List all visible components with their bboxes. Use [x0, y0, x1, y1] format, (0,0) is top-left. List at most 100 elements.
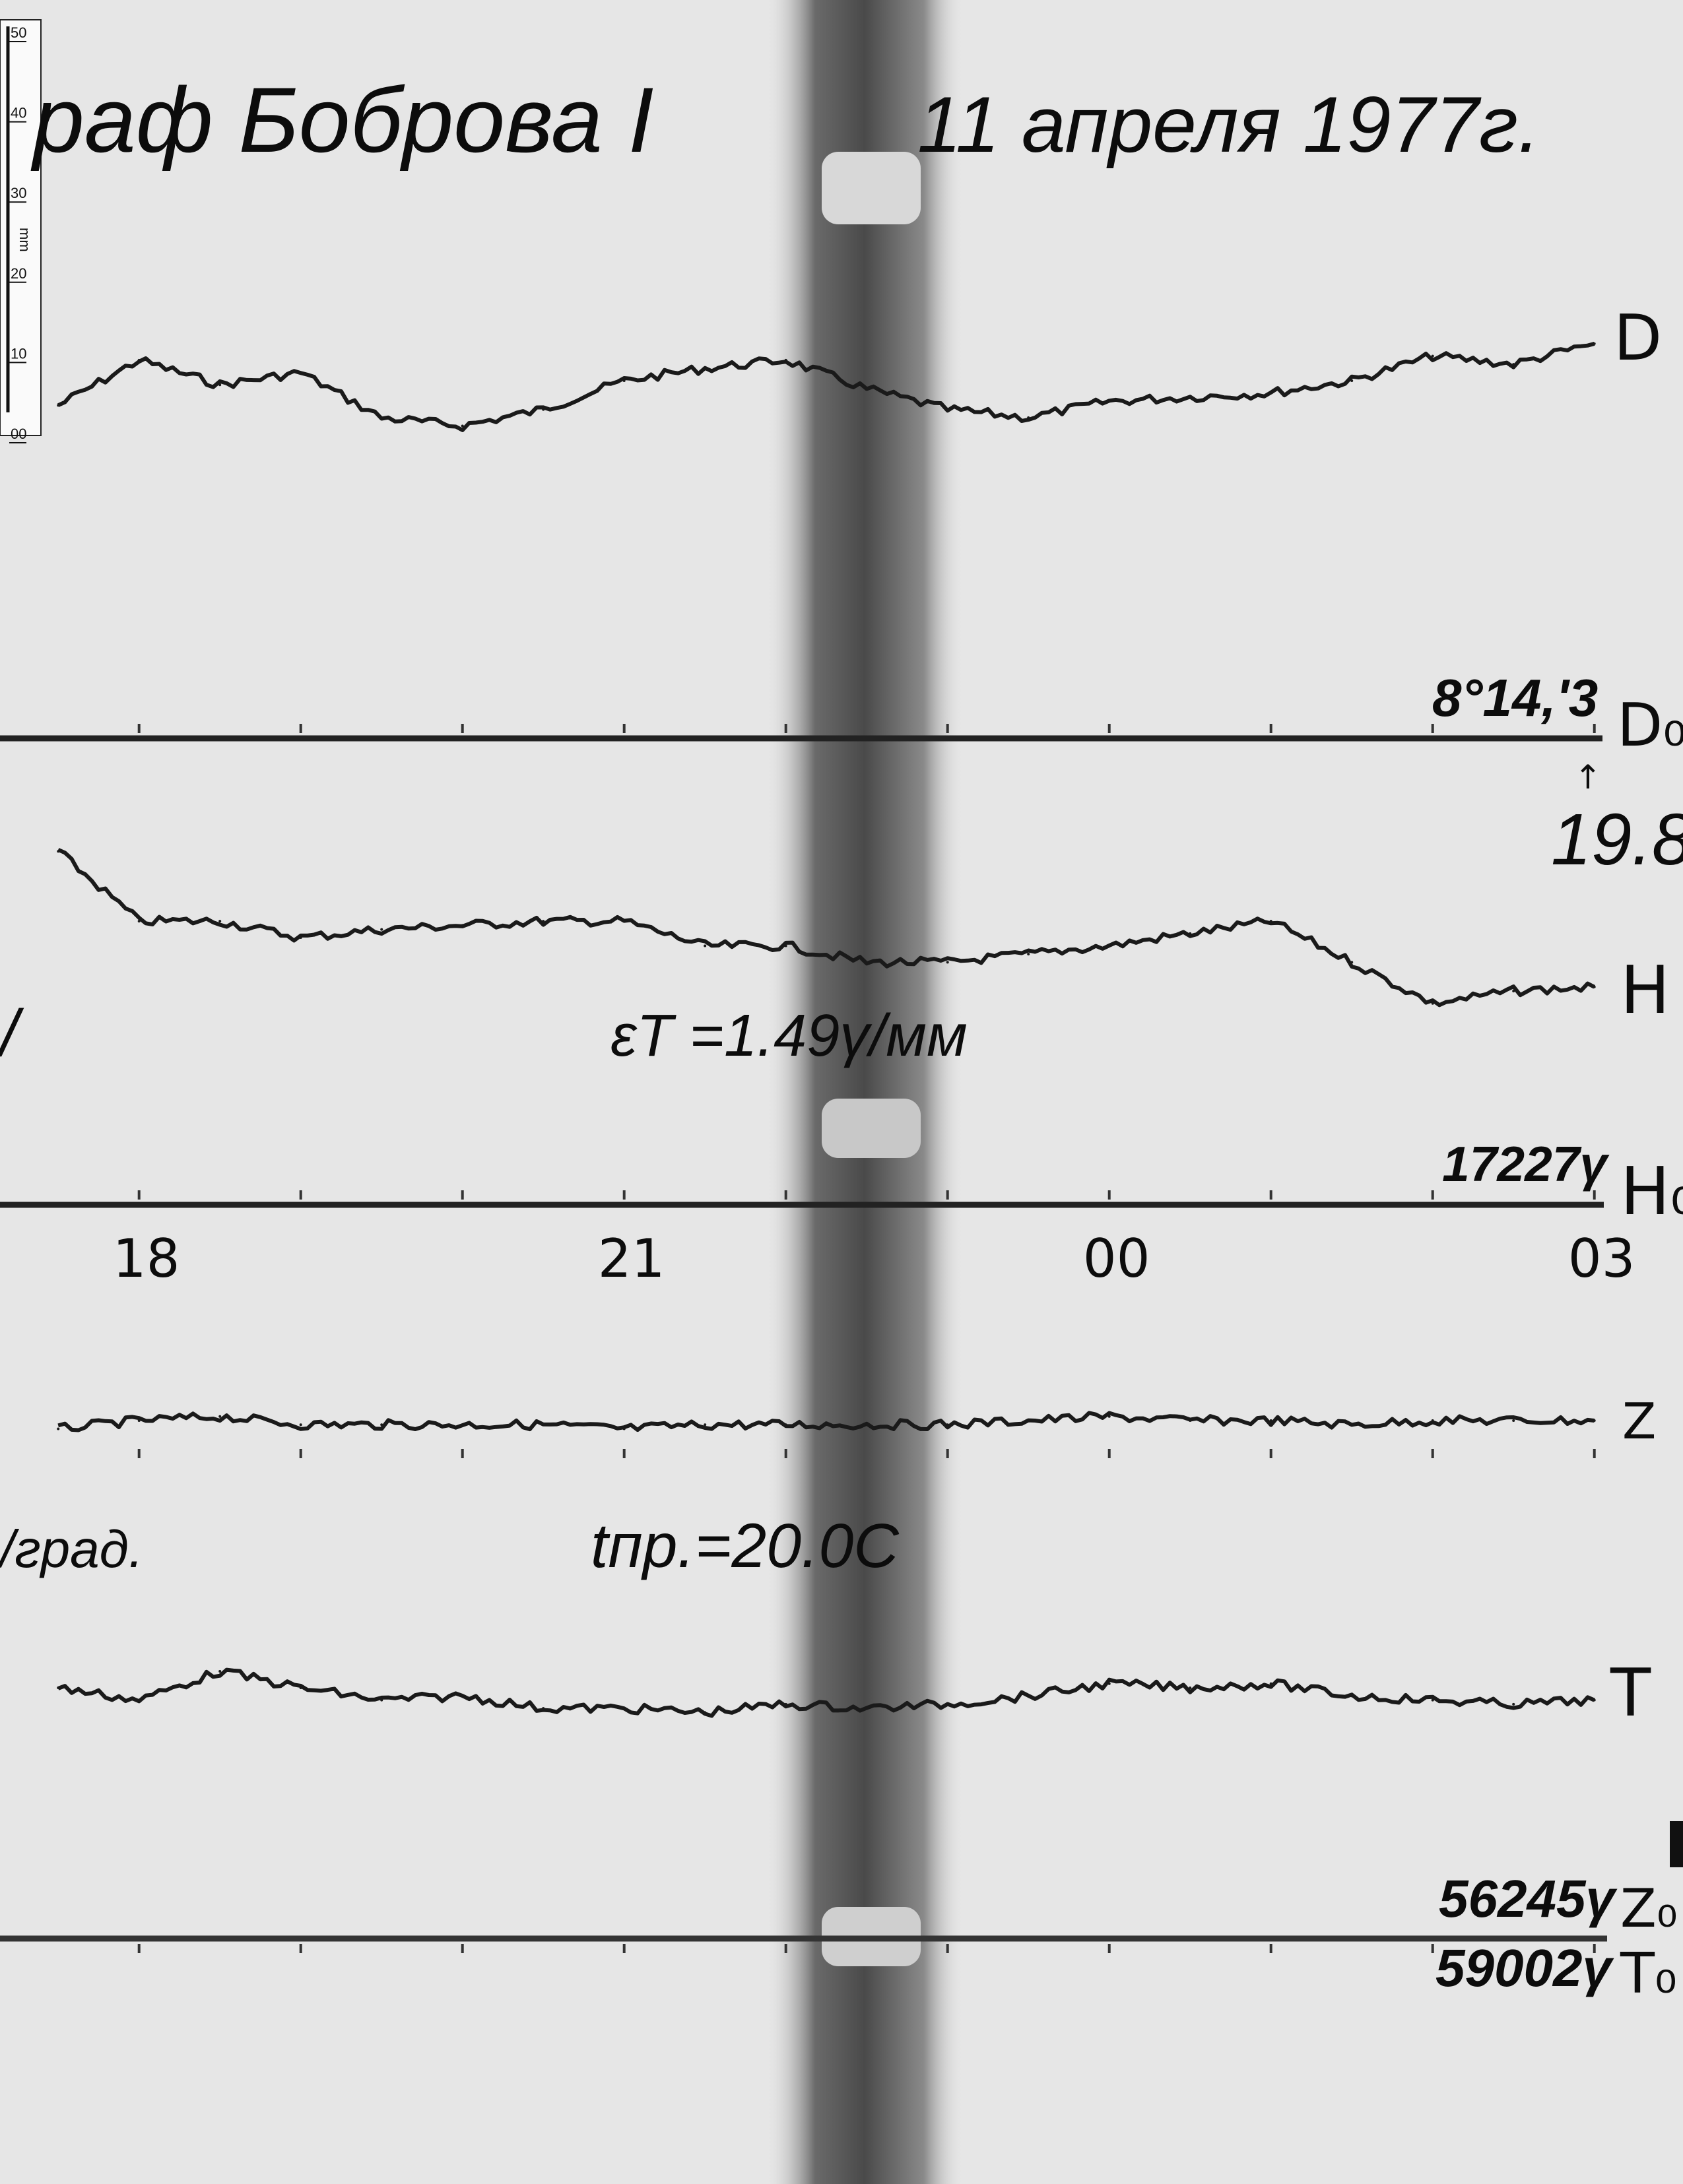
title-instrument: раф Боброва I	[30, 68, 654, 172]
trace-point-t	[622, 1707, 626, 1710]
recording-temperature: tпр.=20.0C	[591, 1511, 900, 1581]
z0-label: Z₀	[1620, 1878, 1678, 1939]
trace-point-z	[218, 1415, 222, 1418]
trace-point-h	[704, 944, 707, 947]
fold-notch	[822, 152, 921, 224]
x-tick-label: 18	[113, 1228, 180, 1289]
trace-point-t	[946, 1702, 949, 1706]
trace-point-h	[461, 924, 464, 927]
trace-point-t	[380, 1698, 383, 1702]
trace-point-d	[865, 387, 869, 391]
trace-point-d	[461, 424, 464, 428]
trace-z	[57, 1411, 1595, 1432]
left-fragment-grad: /град.	[0, 1520, 143, 1578]
h0-label: H₀	[1620, 1153, 1683, 1230]
trace-point-t	[1593, 1698, 1596, 1702]
mm-ruler: 50 40 30 20 10 00 mm	[0, 19, 42, 443]
edge-mark	[1670, 1821, 1683, 1867]
z0-value: 56245γ	[1439, 1869, 1618, 1928]
t-trace-label: T	[1610, 1654, 1651, 1731]
trace-point-t	[542, 1707, 545, 1710]
trace-point-t	[1107, 1682, 1111, 1685]
trace-point-h	[299, 936, 302, 940]
trace-point-z	[137, 1419, 141, 1423]
trace-point-d	[1593, 342, 1596, 345]
trace-point-h	[1512, 990, 1515, 993]
trace-point-h	[622, 920, 626, 923]
trace-point-h	[1027, 952, 1030, 955]
trace-point-t	[1512, 1702, 1515, 1706]
trace-point-t	[1027, 1694, 1030, 1698]
temperature-reading: 19.8C	[1551, 799, 1683, 880]
trace-point-z	[57, 1427, 60, 1430]
z-trace-label: Z	[1622, 1392, 1656, 1450]
scale-value-epsilon: εT =1.49γ/мм	[610, 1003, 968, 1069]
trace-point-t	[1350, 1694, 1354, 1698]
trace-point-z	[1593, 1419, 1596, 1423]
ruler-label: 10	[11, 345, 26, 362]
trace-point-d	[137, 358, 141, 362]
trace-point-t	[137, 1698, 141, 1702]
trace-point-t	[1269, 1682, 1272, 1685]
trace-point-d	[1512, 363, 1515, 366]
ruler-label: 50	[11, 24, 26, 41]
trace-point-t	[299, 1686, 302, 1689]
trace-point-z	[380, 1423, 383, 1427]
trace-point-z	[461, 1423, 464, 1427]
trace-point-t	[461, 1694, 464, 1698]
trace-point-d	[622, 379, 626, 382]
trace-point-h	[946, 961, 949, 964]
trace-t	[57, 1667, 1595, 1718]
trace-point-d	[1269, 391, 1272, 395]
trace-point-d	[57, 404, 60, 407]
trace-point-h	[784, 944, 787, 947]
trace-point-h	[380, 928, 383, 931]
trace-point-d	[784, 358, 787, 362]
trace-point-t	[218, 1670, 222, 1673]
trace-point-d	[299, 371, 302, 374]
trace-point-h	[137, 920, 141, 923]
trace-point-t	[57, 1686, 60, 1689]
trace-point-t	[784, 1702, 787, 1706]
trace-point-z	[299, 1423, 302, 1427]
ruler-label: 00	[11, 426, 26, 442]
trace-point-z	[542, 1423, 545, 1427]
trace-point-h	[1107, 944, 1111, 947]
x-tick-label: 21	[598, 1228, 665, 1289]
fold-shadow	[766, 0, 964, 2184]
trace-point-h	[218, 920, 222, 923]
trace-point-d	[1350, 379, 1354, 382]
ruler-label: 40	[11, 105, 26, 121]
trace-d	[57, 342, 1595, 432]
trace-point-d	[218, 383, 222, 387]
trace-point-t	[1189, 1686, 1192, 1689]
trace-point-z	[1350, 1423, 1354, 1427]
trace-point-t	[704, 1711, 707, 1714]
trace-point-z	[704, 1423, 707, 1427]
trace-h	[57, 848, 1596, 1008]
ruler-unit: mm	[16, 228, 33, 252]
trace-point-d	[1107, 400, 1111, 403]
d-trace-label: D	[1614, 302, 1662, 375]
trace-point-d	[946, 408, 949, 411]
trace-point-z	[946, 1423, 949, 1427]
ruler-label: 30	[11, 185, 26, 201]
trace-point-z	[1107, 1415, 1111, 1418]
trace-point-z	[784, 1423, 787, 1427]
title-date: 11 апреля 1977г.	[917, 80, 1540, 169]
trace-point-h	[1431, 1002, 1434, 1005]
trace-point-h	[57, 850, 60, 853]
trace-point-h	[1189, 932, 1192, 935]
trace-point-h	[542, 920, 545, 923]
trace-point-d	[704, 367, 707, 370]
arrow-mark: ↑	[1574, 758, 1602, 796]
trace-point-h	[865, 961, 869, 964]
trace-point-h	[1269, 920, 1272, 923]
trace-point-z	[1269, 1419, 1272, 1423]
trace-point-z	[1512, 1419, 1515, 1423]
x-tick-label: 00	[1083, 1228, 1150, 1289]
trace-point-t	[1431, 1698, 1434, 1702]
t0-value: 59002γ	[1436, 1939, 1614, 1997]
d0-value: 8°14,'3	[1432, 668, 1598, 727]
